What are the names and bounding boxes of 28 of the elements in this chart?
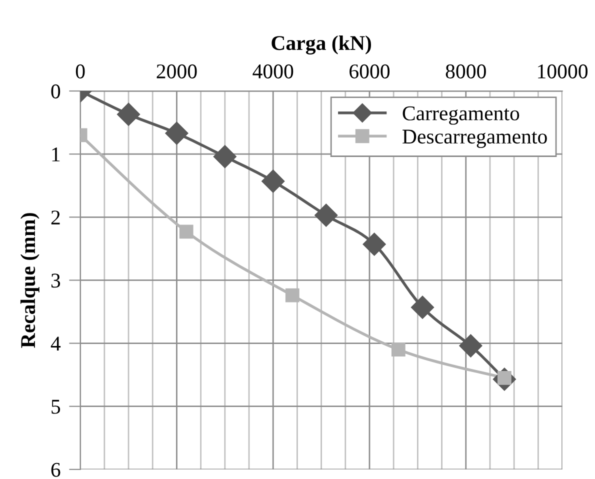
x-tick-label: 10000 [538,64,588,78]
y-tick-label: 5 [52,400,60,414]
point [459,334,482,358]
legend-label: Descarregamento [402,130,547,148]
x-tick-label: 4000 [252,64,294,78]
y-tick-label: 2 [51,210,60,224]
x-tick-label: 0 [76,64,85,78]
x-tick-label: 8000 [446,64,486,78]
y-axis-title: Recalque (mm) [20,213,40,348]
point [285,288,300,302]
x-tick-label: 2000 [156,64,197,78]
point [391,342,406,357]
legend-label: Carregamento [402,106,520,125]
x-tick-label: 6000 [350,64,390,78]
y-tick-label: 4 [50,336,61,351]
x-axis-title: Carga (kN) [272,35,372,54]
y-tick-label: 3 [51,274,60,288]
point [213,145,236,168]
point [117,102,140,126]
point [314,204,338,227]
point [179,224,194,239]
y-tick-label: 6 [51,462,60,477]
point [362,232,386,256]
point [411,296,434,319]
point [165,122,188,145]
y-tick-label: 0 [51,84,60,98]
point [262,170,285,193]
y-tick-label: 1 [52,148,60,162]
